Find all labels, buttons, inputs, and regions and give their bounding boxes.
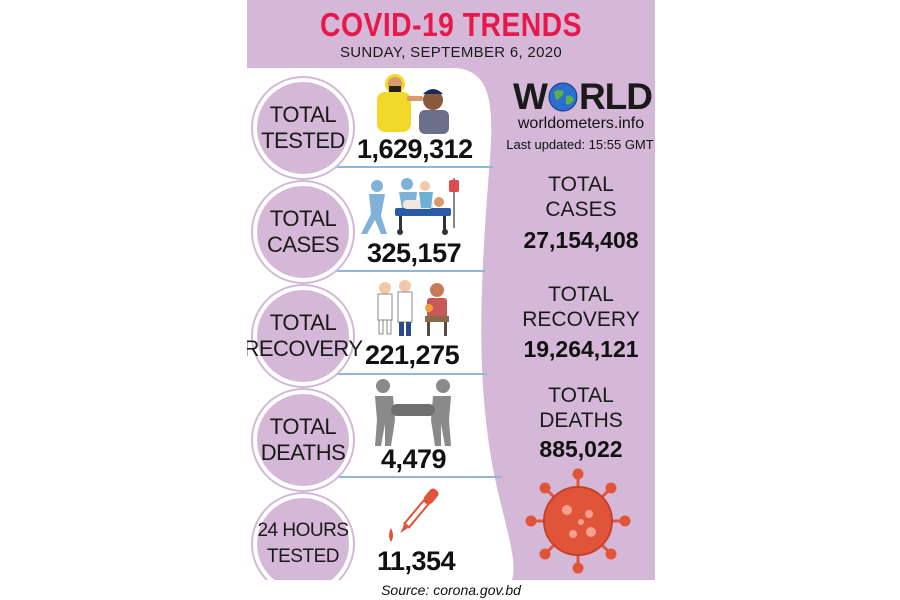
header: COVID-19 TRENDS SUNDAY, SEPTEMBER 6, 202… xyxy=(247,0,655,68)
page-title: COVID-19 TRENDS xyxy=(320,6,582,43)
badge-total-cases: TOTAL CASES xyxy=(253,182,353,282)
world-logo: W RLD xyxy=(513,76,653,118)
badge-total-tested: TOTAL TESTED xyxy=(253,78,353,178)
date-subtitle: SUNDAY, SEPTEMBER 6, 2020 xyxy=(339,44,563,61)
source-credit: Source: corona.gov.bd xyxy=(247,580,655,600)
world-updated: Last updated: 15:55 GMT xyxy=(506,137,654,152)
world-value-deaths: 885,022 xyxy=(539,436,623,462)
world-logo-text-right: RLD xyxy=(578,76,653,117)
value-24-hours-tested: 11,354 xyxy=(377,546,456,576)
badge-24-hours-tested: 24 HOURS TESTED xyxy=(253,494,353,594)
badge-total-recovery: TOTAL RECOVERY xyxy=(247,286,363,386)
value-total-tested: 1,629,312 xyxy=(357,134,473,164)
virus-icon xyxy=(525,468,631,574)
world-value-recovery: 19,264,121 xyxy=(523,336,639,362)
infographic-poster: COVID-19 TRENDS SUNDAY, SEPTEMBER 6, 202… xyxy=(247,0,655,600)
world-label-deaths: TOTAL DEATHS xyxy=(539,384,623,432)
stretcher-patient-icon xyxy=(361,178,459,235)
divider-3 xyxy=(287,373,487,375)
world-site: worldometers.info xyxy=(517,115,645,132)
testing-swab-icon xyxy=(377,74,449,134)
dropper-icon xyxy=(389,488,439,542)
value-total-recovery: 221,275 xyxy=(365,340,460,370)
value-total-deaths: 4,479 xyxy=(381,444,447,474)
world-label-recovery: TOTAL RECOVERY xyxy=(522,283,640,331)
world-label-cases: TOTAL CASES xyxy=(545,173,617,221)
divider-4 xyxy=(287,476,502,478)
recovered-patients-icon xyxy=(377,280,449,336)
divider-1 xyxy=(287,166,493,168)
badge-total-deaths: TOTAL DEATHS xyxy=(253,390,353,490)
world-logo-text-left: W xyxy=(513,76,548,117)
carrying-body-icon xyxy=(375,379,451,446)
divider-2 xyxy=(287,270,485,272)
value-total-cases: 325,157 xyxy=(367,238,462,268)
world-value-cases: 27,154,408 xyxy=(523,227,639,253)
globe-icon xyxy=(548,82,578,112)
